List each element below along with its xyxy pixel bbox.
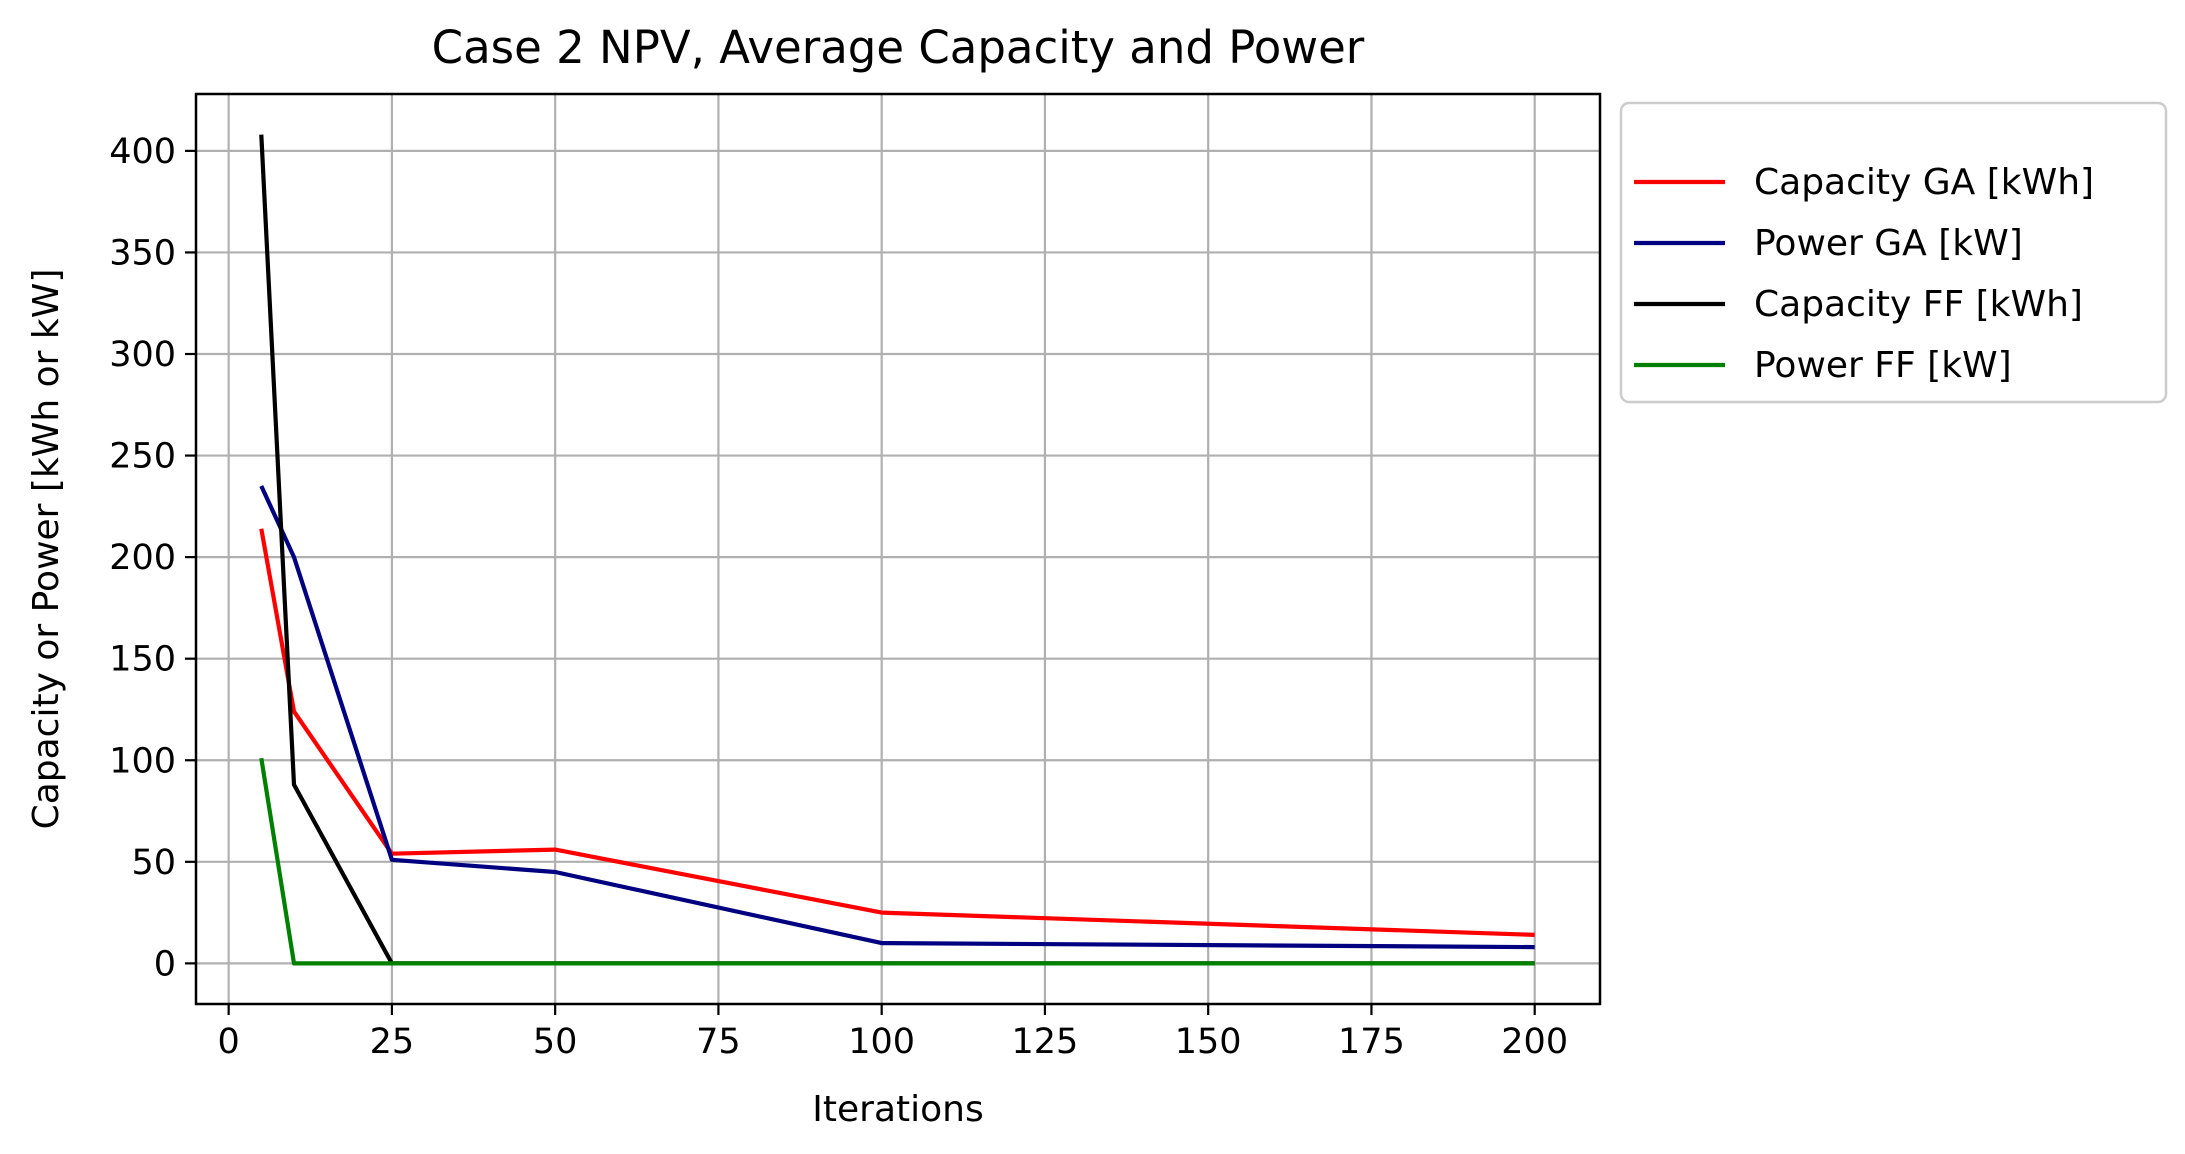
legend-label-4: Power FF [kW] [1754,345,2012,386]
chart-title: Case 2 NPV, Average Capacity and Power [432,21,1365,74]
y-tick-label: 200 [109,538,176,578]
series-line-4 [259,757,1535,966]
legend: Capacity GA [kWh] Power GA [kW] Capacity F… [1619,101,2168,404]
x-tick-label: 200 [1501,1022,1568,1062]
x-tick-label: 0 [218,1022,240,1062]
plot-frame [194,92,1602,1006]
x-tick-label: 150 [1175,1022,1242,1062]
x-tick-label: 50 [533,1022,578,1062]
x-tick-label: 25 [370,1022,415,1062]
y-tick-label: 300 [109,335,176,375]
series-lines [259,134,1535,966]
y-tick-label: 250 [109,437,176,477]
x-tick-label: 175 [1338,1022,1405,1062]
x-tick-label: 125 [1012,1022,1079,1062]
legend-label-3: Capacity FF [kWh] [1754,284,2083,325]
y-tick-label: 50 [131,843,176,883]
y-tick-label: 350 [109,233,176,273]
x-tick-label: 75 [696,1022,741,1062]
y-tick-label: 400 [109,132,176,172]
y-axis-label: Capacity or Power [kWh or kW] [26,269,67,830]
x-tick-label: 100 [848,1022,915,1062]
x-axis-label: Iterations [812,1089,983,1130]
y-tick-label: 100 [109,741,176,781]
legend-label-2: Power GA [kW] [1754,223,2023,264]
axis-ticks: 0 25 50 75 100 125 150 175 200 0 50 100 150 200 250 300… [109,132,1568,1062]
y-tick-label: 0 [154,944,176,984]
series-line-2 [259,485,1535,950]
y-tick-label: 150 [109,640,176,680]
legend-label-1: Capacity GA [kWh] [1754,162,2094,203]
legend-frame [1619,101,2168,404]
